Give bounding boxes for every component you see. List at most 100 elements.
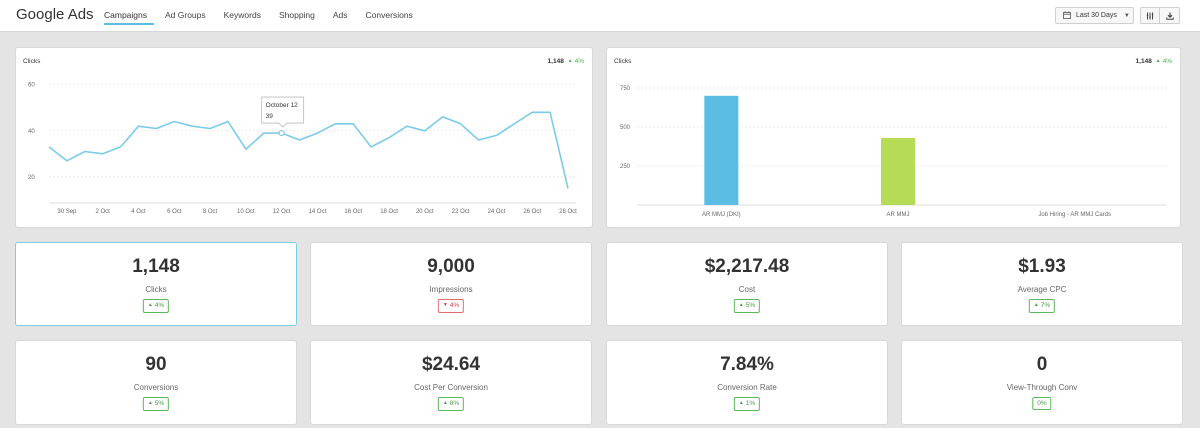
tab-keywords[interactable]: Keywords <box>223 10 261 20</box>
change-badge: ▲ 4% <box>142 299 170 313</box>
stat-value: $2,217.48 <box>704 256 790 277</box>
tab-shopping[interactable]: Shopping <box>278 10 315 20</box>
clicks-series-line <box>48 111 569 189</box>
change-badge: ▲ 5% <box>142 397 170 411</box>
tab-ad-groups[interactable]: Ad Groups <box>165 10 206 20</box>
tab-ads[interactable]: Ads <box>332 10 348 20</box>
bar-chart-title: Clicks <box>614 58 632 65</box>
chart-tooltip: October 12 39 <box>261 96 305 128</box>
change-badge: 0% <box>1032 397 1052 410</box>
x-tick-label: 18 Oct <box>380 209 398 215</box>
stat-card-average-cpc[interactable]: $1.93 Average CPC ▲ 7% <box>901 242 1183 326</box>
x-tick-label: 4 Oct <box>131 209 146 215</box>
change-value: 0% <box>1037 400 1047 407</box>
stat-label: Cost Per Conversion <box>414 383 488 392</box>
y-tick-label: 20 <box>28 175 35 181</box>
stat-label: Clicks <box>145 285 167 294</box>
download-icon <box>1165 7 1174 25</box>
stat-card-cost-per-conversion[interactable]: $24.64 Cost Per Conversion ▲ 8% <box>310 340 592 425</box>
arrow-up-icon: ▲ <box>147 400 153 406</box>
change-value: 7% <box>1040 302 1051 309</box>
change-badge: ▼ 4% <box>437 299 465 313</box>
bar-chart-change-value: 4% <box>1162 58 1172 65</box>
x-tick-label: 30 Sep <box>57 209 77 215</box>
columns-icon <box>1146 7 1154 25</box>
download-button[interactable] <box>1160 7 1180 24</box>
clicks-bar-chart[interactable]: 250 500 750 AR MMJ (DKI) AR MMJ Job Hiring - … <box>607 48 1182 229</box>
tooltip-date: October 12 <box>266 102 299 109</box>
stat-value: $24.64 <box>421 354 481 375</box>
bar-chart-panel: Clicks 1,148 ▲ 4% 250 500 750 AR MMJ (DKI) AR… <box>606 47 1181 228</box>
arrow-up-icon: ▲ <box>1033 302 1039 308</box>
change-badge: ▲ 8% <box>437 397 465 411</box>
x-tick-label: Job Hiring - AR MMJ Cards <box>1038 212 1111 218</box>
tab-conversions[interactable]: Conversions <box>365 10 413 20</box>
x-tick-label: 28 Oct <box>559 209 577 215</box>
top-bar: Google Ads Campaigns Ad Groups Keywords … <box>0 0 1200 32</box>
line-chart-title: Clicks <box>23 58 41 65</box>
line-chart-panel: Clicks 1,148 ▲ 4% 20 40 60 30 Sep 2 Oct 4 Oct 6… <box>15 47 593 228</box>
y-tick-label: 750 <box>620 86 631 92</box>
stat-value: 0 <box>1036 354 1048 375</box>
x-tick-label: 24 Oct <box>488 209 506 215</box>
y-tick-label: 40 <box>28 129 35 135</box>
app-brand: Google Ads <box>16 6 94 23</box>
change-value: 8% <box>449 400 460 407</box>
change-badge: ▲ 1% <box>733 397 761 411</box>
change-value: 1% <box>745 400 756 407</box>
line-chart-change: ▲ 4% <box>568 58 584 65</box>
stat-value: 90 <box>145 354 167 375</box>
stat-card-cost[interactable]: $2,217.48 Cost ▲ 5% <box>606 242 888 326</box>
x-tick-label: AR MMJ (DKI) <box>702 212 741 218</box>
stat-label: Conversion Rate <box>717 383 777 392</box>
arrow-down-icon: ▼ <box>442 302 448 308</box>
y-tick-label: 60 <box>28 83 35 89</box>
arrow-up-icon: ▲ <box>567 58 573 64</box>
stat-label: View-Through Conv <box>1006 383 1078 392</box>
stat-card-conversion-rate[interactable]: 7.84% Conversion Rate ▲ 1% <box>606 340 888 425</box>
line-chart-change-value: 4% <box>574 58 584 65</box>
arrow-up-icon: ▲ <box>738 302 744 308</box>
change-value: 5% <box>745 302 756 309</box>
date-range-label: Last 30 Days <box>1076 12 1117 19</box>
y-tick-label: 250 <box>620 164 631 170</box>
clicks-line-chart[interactable]: 20 40 60 30 Sep 2 Oct 4 Oct 6 Oct 8 Oct 10 Oct 12… <box>16 48 594 229</box>
bar-chart-total-value: 1,148 <box>1135 58 1152 65</box>
stat-label: Conversions <box>133 383 179 392</box>
change-badge: ▲ 5% <box>733 299 761 313</box>
x-tick-label: 20 Oct <box>416 209 434 215</box>
arrow-up-icon: ▲ <box>738 400 744 406</box>
arrow-up-icon: ▲ <box>1155 58 1161 64</box>
x-tick-label: 10 Oct <box>237 209 255 215</box>
x-tick-label: 22 Oct <box>452 209 470 215</box>
x-tick-label: 2 Oct <box>96 209 111 215</box>
tooltip-box <box>261 96 305 128</box>
calendar-icon <box>1063 10 1071 21</box>
stat-card-view-through-conv[interactable]: 0 View-Through Conv 0% <box>901 340 1183 425</box>
tooltip-value: 39 <box>266 113 274 120</box>
x-tick-label: 16 Oct <box>344 209 362 215</box>
stat-value: 7.84% <box>720 354 774 375</box>
line-chart-total-value: 1,148 <box>547 58 564 65</box>
arrow-up-icon: ▲ <box>442 400 448 406</box>
x-tick-label: 14 Oct <box>309 209 327 215</box>
x-tick-label: AR MMJ <box>887 212 910 218</box>
date-range-button[interactable]: Last 30 Days ▼ <box>1055 7 1134 24</box>
tab-campaigns[interactable]: Campaigns <box>104 0 156 32</box>
bar-chart-change: ▲ 4% <box>1156 58 1172 65</box>
chevron-down-icon: ▼ <box>1123 12 1130 19</box>
stat-card-impressions[interactable]: 9,000 Impressions ▼ 4% <box>310 242 592 326</box>
change-badge: ▲ 7% <box>1028 299 1056 313</box>
x-tick-label: 26 Oct <box>523 209 541 215</box>
columns-button[interactable] <box>1140 7 1160 24</box>
change-value: 4% <box>154 302 165 309</box>
stat-card-conversions[interactable]: 90 Conversions ▲ 5% <box>15 340 297 425</box>
bar-chart-total: 1,148 ▲ 4% <box>1136 58 1172 65</box>
highlight-point <box>278 129 285 137</box>
stat-card-clicks[interactable]: 1,148 Clicks ▲ 4% <box>15 242 297 326</box>
x-tick-label: 12 Oct <box>273 209 291 215</box>
stat-label: Impressions <box>429 285 473 294</box>
change-value: 5% <box>154 400 165 407</box>
stat-value: $1.93 <box>1018 256 1066 277</box>
main-tabs: Campaigns Ad Groups Keywords Shopping Ad… <box>104 0 422 32</box>
